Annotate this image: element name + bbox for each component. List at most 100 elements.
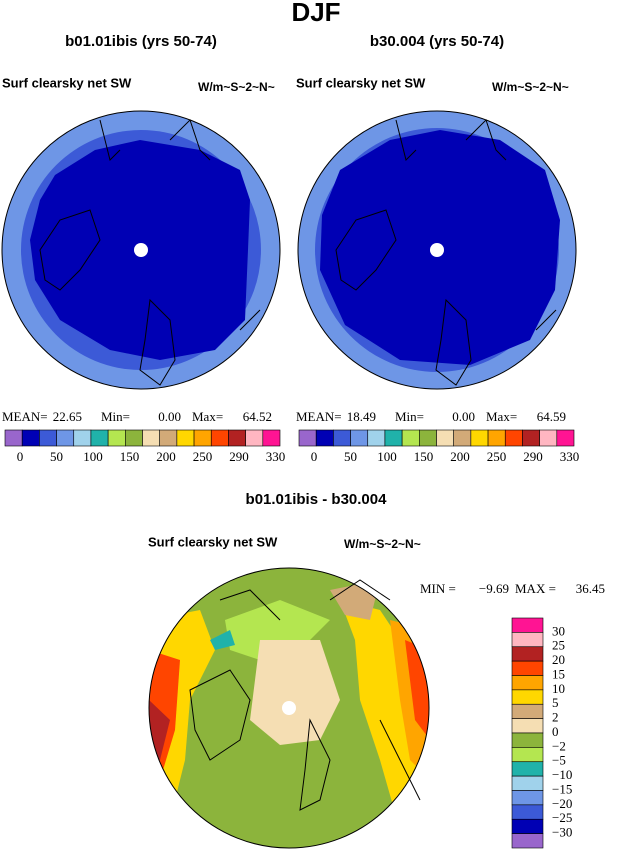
colorbar-label: 330	[560, 449, 580, 464]
colorbar-box	[453, 429, 472, 447]
colorbar-box	[539, 429, 558, 447]
colorbar-label: 100	[377, 449, 397, 464]
stat-value: 0.00	[452, 409, 475, 424]
stat-label: MEAN=	[296, 409, 342, 424]
colorbar-box	[511, 660, 544, 676]
polar-map	[297, 110, 577, 390]
polar-map	[148, 567, 430, 849]
colorbar-label: 290	[229, 449, 249, 464]
colorbar-label: −30	[552, 825, 572, 840]
colorbar-box	[419, 429, 437, 447]
colorbar-box	[511, 833, 544, 849]
stat-label: Min=	[395, 409, 424, 424]
panel-right-string: W/m~S~2~N~	[492, 80, 569, 94]
stat-value: 18.49	[347, 409, 376, 424]
colorbar-box	[350, 429, 369, 447]
colorbar-label: 150	[120, 449, 140, 464]
colorbar-box	[487, 429, 506, 447]
colorbar-box	[436, 429, 454, 447]
colorbar-box	[511, 718, 544, 734]
stat-label: MEAN=	[2, 409, 48, 424]
polar-map	[1, 110, 281, 390]
colorbar-label: 20	[552, 652, 565, 667]
panel-title: b30.004 (yrs 50-74)	[370, 33, 504, 50]
colorbar-box	[228, 429, 246, 447]
colorbar-label: 200	[450, 449, 470, 464]
colorbar-box	[522, 429, 540, 447]
stat-label: MIN =	[420, 581, 456, 596]
colorbar-box	[511, 790, 544, 806]
colorbar-label: 50	[50, 449, 63, 464]
panel-title: b01.01ibis - b30.004	[246, 491, 388, 508]
colorbar-label: 290	[523, 449, 543, 464]
colorbar-box	[245, 429, 264, 447]
colorbar-box	[142, 429, 160, 447]
stat-value: 0.00	[158, 409, 181, 424]
colorbar-label: 200	[156, 449, 176, 464]
colorbar-box	[511, 732, 544, 748]
colorbar-label: 250	[487, 449, 507, 464]
colorbar-box	[511, 761, 544, 777]
stat-label: Max=	[486, 409, 517, 424]
panel-left-string: Surf clearsky net SW	[148, 534, 278, 549]
colorbar-box	[511, 804, 544, 820]
panel-right-string: W/m~S~2~N~	[344, 537, 421, 551]
colorbar-label: 0	[311, 449, 318, 464]
colorbar-label: 150	[414, 449, 434, 464]
colorbar-label: 2	[552, 710, 559, 725]
colorbar-box	[159, 429, 178, 447]
stat-value: 64.59	[537, 409, 566, 424]
colorbar-box	[107, 429, 126, 447]
colorbar-box	[193, 429, 212, 447]
colorbar-label: 50	[344, 449, 357, 464]
stat-value: 36.45	[576, 581, 605, 596]
colorbar-box	[401, 429, 420, 447]
colorbar-label: −10	[552, 767, 572, 782]
panel-left-string: Surf clearsky net SW	[296, 75, 426, 90]
colorbar-box	[470, 429, 489, 447]
colorbar-box	[56, 429, 75, 447]
colorbar-box	[4, 429, 23, 447]
colorbar-label: 0	[552, 724, 559, 739]
colorbar-label: 10	[552, 681, 565, 696]
colorbar-label: −20	[552, 796, 572, 811]
colorbar-box	[315, 429, 334, 447]
colorbar-box	[262, 429, 281, 447]
panel-right-string: W/m~S~2~N~	[198, 80, 275, 94]
colorbar-box	[511, 818, 544, 834]
colorbar-box	[511, 703, 544, 719]
colorbar-box	[210, 429, 229, 447]
colorbar-box	[73, 429, 92, 447]
colorbar-box	[21, 429, 40, 447]
colorbar-box	[504, 429, 523, 447]
colorbar-label: 5	[552, 695, 559, 710]
stat-label: Min=	[101, 409, 130, 424]
colorbar-box	[511, 646, 544, 662]
colorbar-label: −2	[552, 738, 566, 753]
colorbar-box	[333, 429, 351, 447]
colorbar-label: −15	[552, 781, 572, 796]
colorbar-box	[384, 429, 403, 447]
colorbar-label: 15	[552, 666, 565, 681]
colorbar-label: −5	[552, 753, 566, 768]
colorbar-box	[176, 429, 195, 447]
stat-value: 64.52	[243, 409, 272, 424]
stat-label: MAX =	[515, 581, 556, 596]
figure-title: DJF	[291, 0, 340, 27]
colorbar-label: 250	[193, 449, 213, 464]
colorbar-box	[511, 775, 544, 791]
colorbar-box	[511, 632, 544, 648]
stat-value: 22.65	[53, 409, 82, 424]
colorbar-label: 30	[552, 623, 565, 638]
colorbar-box	[511, 689, 544, 705]
panel-title: b01.01ibis (yrs 50-74)	[65, 33, 217, 50]
panel-left-string: Surf clearsky net SW	[2, 75, 132, 90]
colorbar-box	[511, 675, 544, 691]
colorbar-box	[90, 429, 109, 447]
colorbar-label: 25	[552, 638, 565, 653]
colorbar-box	[511, 747, 544, 763]
colorbar-box	[125, 429, 143, 447]
colorbar-label: −25	[552, 810, 572, 825]
colorbar-box	[511, 617, 544, 633]
